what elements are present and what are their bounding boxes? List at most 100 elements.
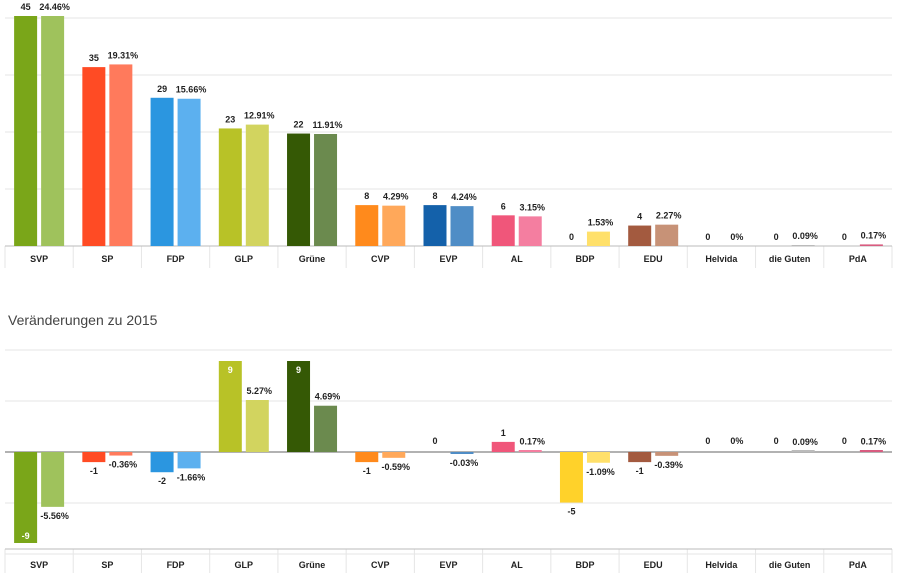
bar-votes-GLP xyxy=(245,124,269,246)
data-label-seats: 0 xyxy=(705,232,710,242)
data-label-votes: 0.09% xyxy=(792,231,818,241)
x-tick-label: EDU xyxy=(644,254,663,264)
data-label-change-seats: -2 xyxy=(158,476,166,486)
bar-votes-FDP xyxy=(177,98,201,246)
x-tick-label: AL xyxy=(511,560,523,570)
data-label-change-seats: 0 xyxy=(842,436,847,446)
data-label-seats: 0 xyxy=(774,232,779,242)
x-tick-label: SVP xyxy=(30,254,48,264)
data-label-seats: 0 xyxy=(842,232,847,242)
data-label-change-seats: 0 xyxy=(705,436,710,446)
x-tick-label: Grüne xyxy=(299,560,326,570)
data-label-change-seats: -1 xyxy=(90,466,98,476)
data-label-change-seats: 0 xyxy=(774,436,779,446)
data-label-votes: 2.27% xyxy=(656,211,682,221)
x-tick-label: die Guten xyxy=(769,254,811,264)
data-label-change-seats: -5 xyxy=(567,507,575,517)
x-tick-label: SP xyxy=(101,560,113,570)
bar-change-seats-FDP xyxy=(150,452,174,473)
x-tick-label: BDP xyxy=(575,560,594,570)
data-label-change-votes: -5.56% xyxy=(40,511,69,521)
data-label-votes: 12.91% xyxy=(244,111,275,121)
data-label-votes: 4.24% xyxy=(451,192,477,202)
x-tick-label: Grüne xyxy=(299,254,326,264)
data-label-seats: 29 xyxy=(157,84,167,94)
bar-change-seats-GLP xyxy=(218,361,242,452)
x-tick-label: EVP xyxy=(439,254,457,264)
x-tick-label: PdA xyxy=(849,560,868,570)
bar-seats-Grüne xyxy=(287,133,311,246)
bar-seats-FDP xyxy=(150,97,174,247)
bar-change-seats-CVP xyxy=(355,452,379,463)
seats-and-vote-share-chart: 45 24.46% SVP 35 19.31% SP 29 15.66% FDP 23 12.91%… xyxy=(4,2,893,268)
data-label-change-votes: -0.36% xyxy=(109,460,138,470)
data-label-change-votes: 5.27% xyxy=(247,386,273,396)
x-tick-label: die Guten xyxy=(769,560,811,570)
bar-change-seats-SVP xyxy=(14,452,38,543)
bar-votes-AL xyxy=(518,216,542,246)
bar-change-votes-FDP xyxy=(177,452,201,469)
data-label-change-seats: -9 xyxy=(22,531,30,541)
data-label-seats: 8 xyxy=(432,191,437,201)
bar-change-votes-BDP xyxy=(586,452,610,463)
data-label-change-votes: 0.17% xyxy=(861,436,887,446)
data-label-change-seats: 9 xyxy=(296,365,301,375)
data-label-change-votes: -0.39% xyxy=(654,460,683,470)
bar-seats-SP xyxy=(82,67,106,246)
bar-seats-SVP xyxy=(14,16,38,246)
data-label-seats: 35 xyxy=(89,53,99,63)
data-label-seats: 22 xyxy=(294,120,304,130)
x-tick-label: Helvida xyxy=(705,254,738,264)
data-label-change-seats: -1 xyxy=(363,466,371,476)
bar-seats-CVP xyxy=(355,205,379,246)
bar-votes-PdA xyxy=(859,244,883,246)
changes-chart-title: Veränderungen zu 2015 xyxy=(8,312,158,328)
data-label-change-seats: 0 xyxy=(432,436,437,446)
bar-change-seats-SP xyxy=(82,452,106,463)
bar-change-votes-AL xyxy=(518,450,542,452)
data-label-change-votes: 4.69% xyxy=(315,392,341,402)
data-label-change-votes: 0.17% xyxy=(519,436,545,446)
bar-votes-SP xyxy=(109,64,133,247)
bar-seats-GLP xyxy=(218,128,242,246)
bar-change-seats-Grüne xyxy=(287,361,311,452)
x-tick-label: EVP xyxy=(439,560,457,570)
bar-change-votes-SP xyxy=(109,452,133,456)
data-label-seats: 6 xyxy=(501,201,506,211)
data-label-seats: 45 xyxy=(21,2,31,12)
data-label-change-votes: 0% xyxy=(730,436,743,446)
x-tick-label: FDP xyxy=(167,254,185,264)
bar-change-votes-CVP xyxy=(382,452,406,458)
data-label-votes: 11.91% xyxy=(313,120,343,130)
x-tick-label: GLP xyxy=(235,560,254,570)
data-label-change-votes: -0.59% xyxy=(382,462,411,472)
data-label-votes: 4.29% xyxy=(383,192,409,202)
x-tick-label: SP xyxy=(101,254,113,264)
x-tick-label: SVP xyxy=(30,560,48,570)
bar-votes-BDP xyxy=(586,231,610,246)
bar-votes-CVP xyxy=(382,205,406,246)
bar-votes-die Guten xyxy=(791,245,815,246)
data-label-votes: 19.31% xyxy=(108,50,139,60)
data-label-votes: 3.15% xyxy=(519,202,545,212)
bar-votes-SVP xyxy=(41,16,65,246)
data-label-votes: 15.66% xyxy=(176,85,207,95)
data-label-change-votes: -1.66% xyxy=(177,472,206,482)
bar-seats-AL xyxy=(491,215,515,246)
data-label-votes: 0.17% xyxy=(861,230,887,240)
bar-change-seats-EDU xyxy=(628,452,652,463)
bar-change-votes-die Guten xyxy=(791,450,815,452)
data-label-seats: 0 xyxy=(569,232,574,242)
bar-votes-Grüne xyxy=(314,134,338,246)
bar-change-votes-GLP xyxy=(245,400,269,452)
x-tick-label: CVP xyxy=(371,560,390,570)
x-tick-label: EDU xyxy=(644,560,663,570)
data-label-change-votes: -1.09% xyxy=(586,467,615,477)
bar-change-votes-EVP xyxy=(450,452,474,454)
x-tick-label: GLP xyxy=(235,254,254,264)
bar-seats-EVP xyxy=(423,205,447,246)
x-tick-label: AL xyxy=(511,254,523,264)
bar-change-votes-Grüne xyxy=(314,405,338,452)
data-label-change-votes: 0.09% xyxy=(792,437,818,447)
